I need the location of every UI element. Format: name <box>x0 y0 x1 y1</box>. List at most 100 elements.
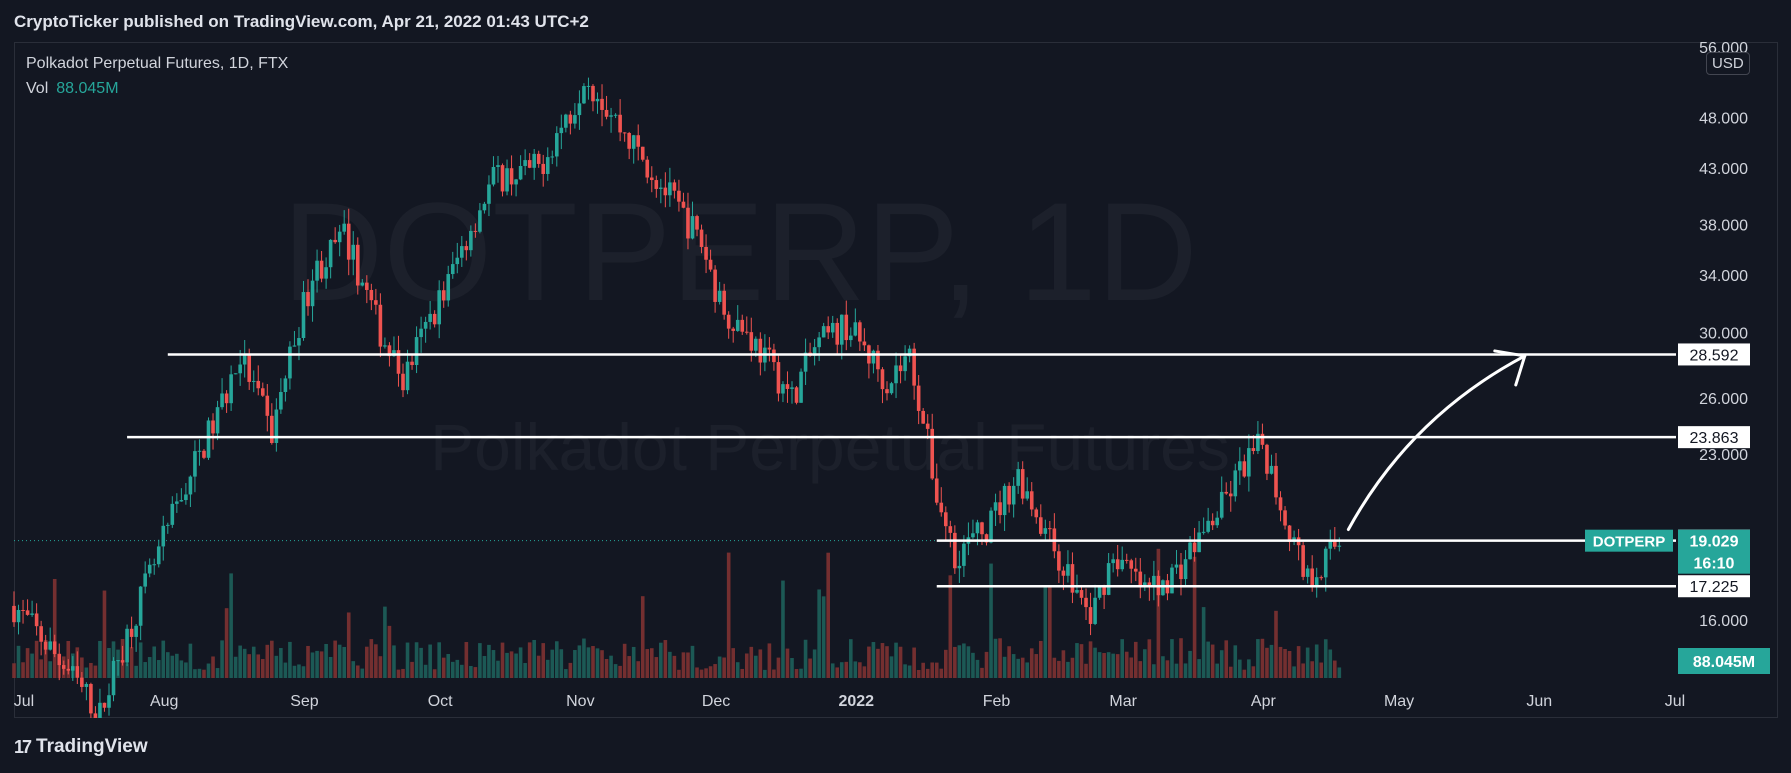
volume-bar <box>889 656 894 678</box>
candle-body <box>156 546 161 565</box>
price-tick-label: 43.000 <box>1699 161 1748 178</box>
volume-bar <box>342 646 346 678</box>
volume-bar <box>238 645 242 678</box>
candle-body <box>844 314 849 341</box>
candle-body <box>270 415 274 443</box>
candle-body <box>1188 542 1192 560</box>
volume-bar <box>161 640 166 678</box>
candle-body <box>1138 571 1143 587</box>
candle-body <box>871 350 876 364</box>
volume-bar <box>1048 586 1052 678</box>
volume-bar <box>645 649 650 678</box>
volume-bar <box>392 645 396 678</box>
candle-body <box>1048 528 1052 530</box>
volume-bar <box>193 669 197 678</box>
volume-bar <box>175 653 179 678</box>
volume-bar <box>708 666 713 678</box>
volume-bar <box>441 657 446 678</box>
volume-bar <box>826 552 830 678</box>
candle-body <box>613 114 618 116</box>
candle-body <box>713 269 717 302</box>
candle-body <box>75 666 80 678</box>
candle-body <box>934 478 939 503</box>
volume-bar <box>735 662 740 678</box>
volume-bar <box>817 589 821 678</box>
candle-body <box>16 609 21 623</box>
volume-bar <box>763 669 767 678</box>
candle-body <box>360 282 365 286</box>
level-label-box <box>1678 426 1750 449</box>
volume-bar <box>328 656 333 678</box>
candle-body <box>1133 568 1138 572</box>
volume-bar <box>975 659 980 678</box>
candle-body <box>464 246 469 251</box>
volume-bar <box>731 648 736 678</box>
volume-bar <box>613 664 618 678</box>
candle-body <box>916 385 921 411</box>
candle-body <box>1079 590 1084 598</box>
volume-bar <box>337 644 342 678</box>
volume-bar <box>749 646 754 678</box>
volume-bar <box>265 644 270 678</box>
volume-bar <box>482 656 487 678</box>
volume-bar <box>301 666 306 678</box>
candle-body <box>677 190 681 202</box>
candle-body <box>102 702 107 708</box>
volume-label: 88.045M <box>1693 654 1755 671</box>
candle-body <box>34 613 39 627</box>
candle-body <box>1260 433 1265 445</box>
price-tick-label: 26.000 <box>1699 391 1748 408</box>
candle-body <box>405 361 410 391</box>
volume-bar <box>1111 653 1115 678</box>
volume-bar <box>1310 661 1314 678</box>
volume-bar <box>622 643 627 678</box>
volume-bar <box>781 580 785 678</box>
legend-vol-value: 88.045M <box>56 80 119 97</box>
candle-body <box>740 319 745 332</box>
candle-body <box>849 335 853 341</box>
volume-bar <box>450 661 455 678</box>
volume-bar <box>1265 647 1269 678</box>
candle-body <box>242 355 247 365</box>
volume-bar <box>1170 639 1174 678</box>
volume-bar <box>1002 656 1007 678</box>
candle-body <box>1124 559 1129 561</box>
candle-body <box>410 361 414 366</box>
volume-bar <box>772 669 776 678</box>
volume-bar <box>713 664 717 678</box>
candle-body <box>971 533 975 538</box>
candle-body <box>161 525 166 547</box>
tradingview-logo[interactable]: 17 TradingView <box>14 736 148 758</box>
candle-body <box>984 534 989 543</box>
volume-bar <box>1079 644 1084 678</box>
candle-body <box>1011 485 1016 505</box>
volume-bar <box>989 563 993 678</box>
candle-body <box>1129 560 1134 569</box>
volume-bar <box>369 639 374 678</box>
volume-bar <box>541 643 546 678</box>
volume-bar <box>1179 638 1183 678</box>
candle-body <box>636 135 641 147</box>
candle-body <box>1183 559 1188 580</box>
volume-bar <box>1228 666 1233 678</box>
candle-body <box>111 660 116 696</box>
price-axis[interactable]: 56.00048.00043.00038.00034.00030.00026.0… <box>1585 40 1770 675</box>
volume-bar <box>803 639 808 678</box>
volume-bar <box>156 660 161 678</box>
candle-body <box>776 362 781 394</box>
candle-body <box>803 352 808 372</box>
time-axis[interactable]: Jul Aug Sep Oct Nov Dec 2022 Feb Mar Apr May Jun Jul <box>14 693 1685 710</box>
volume-bar <box>455 659 460 678</box>
volume-bar <box>306 645 310 678</box>
tradingview-logo-icon: 17 <box>14 736 32 757</box>
candle-body <box>582 86 586 104</box>
currency-button[interactable]: USD <box>1706 52 1750 75</box>
volume-bar <box>717 656 722 678</box>
candle-body <box>586 85 591 87</box>
volume-bar <box>1251 666 1256 678</box>
time-tick-label: Mar <box>1109 693 1137 710</box>
volume-bar <box>1057 660 1061 678</box>
candle-body <box>744 331 749 333</box>
candle-body <box>125 628 129 663</box>
